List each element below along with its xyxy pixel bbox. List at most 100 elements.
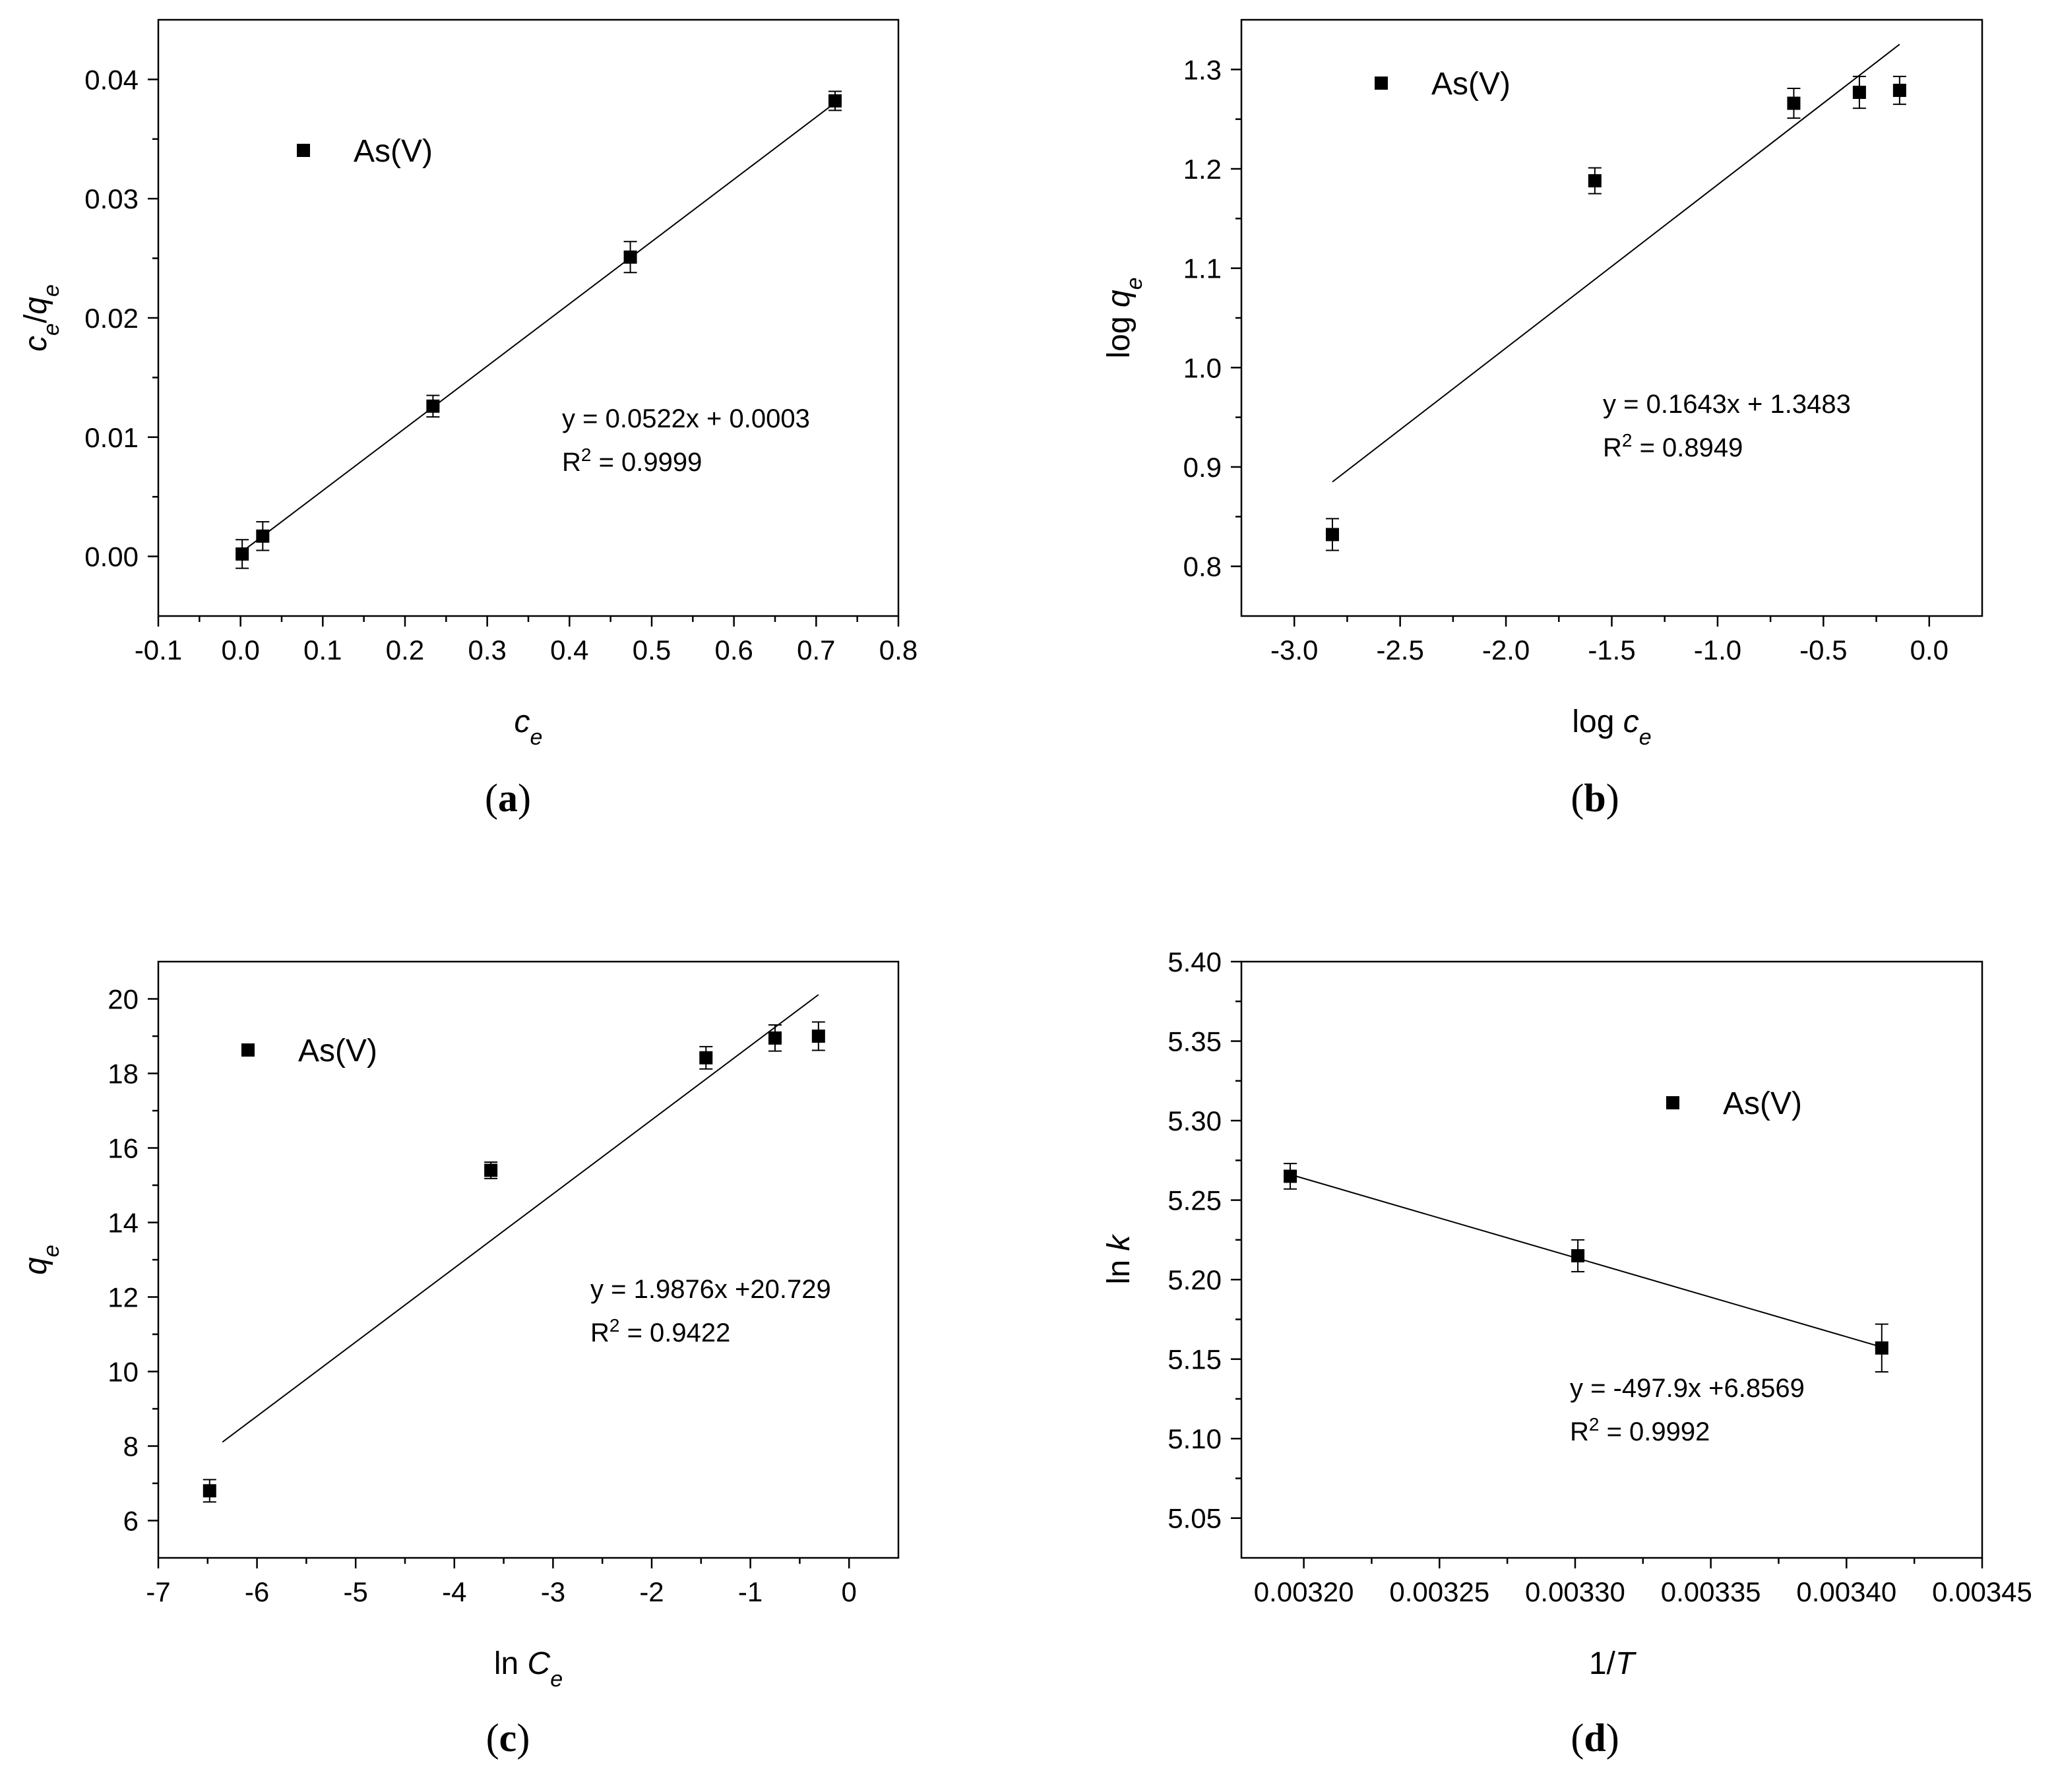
y-tick-label: 0.04 bbox=[84, 64, 139, 95]
fit-equation: y = 0.0522x + 0.0003 bbox=[562, 404, 810, 433]
fit-line bbox=[1290, 1173, 1883, 1348]
y-tick-label: 0.8 bbox=[1183, 551, 1222, 582]
x-tick-label: 0.2 bbox=[386, 634, 424, 665]
data-point bbox=[699, 1051, 713, 1065]
legend-label: As(V) bbox=[354, 134, 433, 169]
data-point bbox=[426, 399, 440, 413]
x-tick-label: 0.1 bbox=[303, 634, 342, 665]
x-axis-title: ln Ce bbox=[494, 1646, 563, 1692]
x-tick-label: 0.3 bbox=[468, 634, 506, 665]
legend-label: As(V) bbox=[1431, 67, 1511, 102]
y-tick-label: 5.05 bbox=[1168, 1503, 1222, 1534]
x-tick-label: -0.5 bbox=[1799, 634, 1847, 665]
x-tick-label: -2 bbox=[639, 1576, 664, 1607]
fit-equation: y = 1.9876x +20.729 bbox=[590, 1275, 831, 1304]
legend-marker bbox=[1375, 77, 1388, 90]
x-tick-label: 0.7 bbox=[797, 634, 835, 665]
x-tick-label: 0 bbox=[842, 1576, 857, 1607]
x-tick-label: -0.1 bbox=[135, 634, 182, 665]
y-tick-label: 12 bbox=[108, 1282, 139, 1313]
x-tick-label: 0.5 bbox=[633, 634, 671, 665]
y-tick-label: 5.15 bbox=[1168, 1344, 1222, 1375]
x-tick-label: 0.00345 bbox=[1932, 1576, 2032, 1607]
y-tick-label: 1.3 bbox=[1183, 54, 1222, 85]
x-tick-label: 0.00325 bbox=[1389, 1576, 1489, 1607]
data-point bbox=[203, 1484, 216, 1498]
y-tick-label: 14 bbox=[108, 1208, 139, 1239]
x-axis-title: 1/T bbox=[1589, 1646, 1637, 1681]
data-point bbox=[811, 1030, 825, 1043]
data-point bbox=[484, 1163, 498, 1177]
data-point bbox=[1588, 174, 1602, 188]
r-squared: R2 = 0.9999 bbox=[562, 445, 702, 478]
y-tick-label: 5.30 bbox=[1168, 1105, 1222, 1136]
plot-frame bbox=[1240, 960, 1983, 1559]
y-axis-title: log qe bbox=[1102, 277, 1147, 358]
y-tick-label: 0.9 bbox=[1183, 452, 1222, 483]
panel-a: -0.1 0.0 0.1 0.2 0.3 0.4 0.5 0.6 0.7 0.8 0.00 0.01 0… bbox=[18, 18, 918, 820]
legend-label: As(V) bbox=[298, 1034, 377, 1068]
x-tick-label: -2.5 bbox=[1376, 634, 1423, 665]
x-tick-label: 0.00340 bbox=[1796, 1576, 1896, 1607]
x-tick-label: -1.0 bbox=[1694, 634, 1741, 665]
y-tick-label: 5.25 bbox=[1168, 1185, 1222, 1216]
data-point bbox=[1852, 85, 1866, 99]
r-squared: R2 = 0.8949 bbox=[1603, 430, 1743, 463]
r-squared: R2 = 0.9422 bbox=[590, 1315, 730, 1348]
fit-line bbox=[240, 102, 836, 553]
y-tick-label: 0.02 bbox=[84, 303, 139, 334]
y-tick-label: 1.0 bbox=[1183, 352, 1222, 383]
panel-caption: (a) bbox=[485, 776, 531, 820]
data-point bbox=[1892, 83, 1906, 97]
y-tick-label: 16 bbox=[108, 1133, 139, 1164]
y-tick-label: 18 bbox=[108, 1059, 139, 1090]
y-tick-label: 0.03 bbox=[84, 183, 139, 214]
x-tick-label: 0.00335 bbox=[1661, 1576, 1761, 1607]
legend-marker bbox=[297, 144, 310, 157]
y-tick-label: 0.01 bbox=[84, 422, 139, 453]
x-tick-label: -6 bbox=[245, 1576, 269, 1607]
y-tick-label: 6 bbox=[123, 1506, 139, 1537]
y-tick-label: 20 bbox=[108, 984, 139, 1015]
x-tick-label: 0.00330 bbox=[1525, 1576, 1625, 1607]
legend-marker bbox=[241, 1043, 255, 1057]
data-point bbox=[256, 529, 270, 543]
panel-caption: (d) bbox=[1571, 1716, 1619, 1760]
y-tick-label: 1.1 bbox=[1183, 253, 1222, 284]
legend-marker bbox=[1666, 1096, 1679, 1109]
panel-caption: (b) bbox=[1571, 776, 1619, 820]
x-tick-label: -4 bbox=[442, 1576, 466, 1607]
y-tick-label: 5.35 bbox=[1168, 1026, 1222, 1057]
data-point bbox=[768, 1031, 782, 1045]
y-axis-title: ln k bbox=[1102, 1233, 1137, 1285]
data-point bbox=[235, 547, 249, 561]
data-point bbox=[623, 250, 637, 264]
y-tick-label: 0.00 bbox=[84, 541, 139, 572]
x-tick-label: -1.5 bbox=[1588, 634, 1635, 665]
x-tick-label: -3 bbox=[541, 1576, 565, 1607]
data-point bbox=[1787, 96, 1801, 110]
data-point bbox=[1284, 1169, 1297, 1183]
data-point bbox=[1325, 528, 1339, 541]
y-tick-label: 5.20 bbox=[1168, 1264, 1222, 1295]
x-tick-label: 0.4 bbox=[550, 634, 588, 665]
data-point bbox=[1571, 1249, 1585, 1262]
y-tick-label: 10 bbox=[108, 1357, 139, 1388]
x-tick-label: -3.0 bbox=[1270, 634, 1318, 665]
x-axis-title: ce bbox=[514, 704, 543, 750]
legend-label: As(V) bbox=[1723, 1086, 1802, 1121]
fit-line bbox=[1332, 44, 1900, 483]
panel-caption: (c) bbox=[486, 1716, 530, 1760]
x-tick-label: -1 bbox=[738, 1576, 763, 1607]
fit-equation: y = -497.9x +6.8569 bbox=[1570, 1374, 1805, 1403]
y-axis-title: ce/qe bbox=[18, 284, 64, 352]
x-tick-label: 0.00320 bbox=[1254, 1576, 1354, 1607]
fit-line bbox=[222, 994, 819, 1443]
panel-b: -3.0 -2.5 -2.0 -1.5 -1.0 -0.5 0.0 0.8 0.9 1.0 1.1 1… bbox=[1102, 18, 1983, 820]
y-tick-label: 5.10 bbox=[1168, 1423, 1222, 1454]
panel-d: 0.00320 0.00325 0.00330 0.00335 0.00340 0.003… bbox=[1102, 946, 2032, 1760]
x-tick-label: -2.0 bbox=[1482, 634, 1530, 665]
panel-c: -7 -6 -5 -4 -3 -2 -1 0 6 8 10 12 14 16 18 20 As(V) y = 1.… bbox=[18, 960, 900, 1760]
data-point bbox=[1875, 1341, 1888, 1355]
